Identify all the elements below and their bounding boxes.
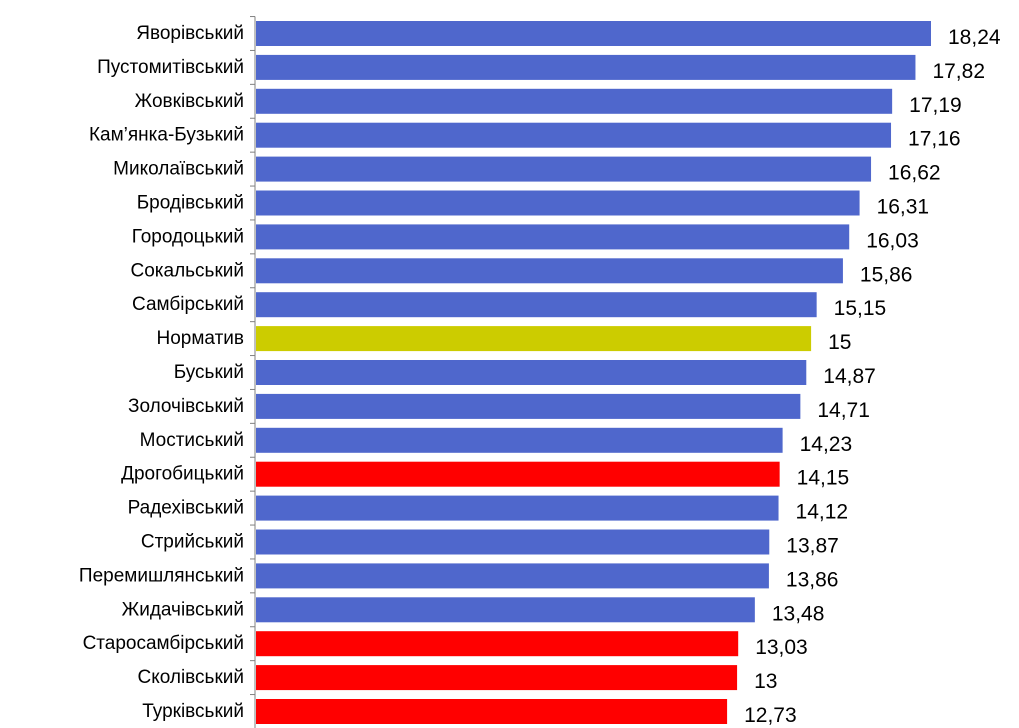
bar [256, 190, 860, 216]
category-label: Миколаївський [113, 159, 244, 180]
category-label: Яворівський [136, 23, 244, 44]
data-label: 13 [754, 670, 777, 693]
category-label: Турківський [142, 701, 244, 722]
bar [256, 461, 780, 487]
bar [256, 88, 893, 114]
category-label: Сокальський [130, 260, 244, 281]
bar [256, 156, 872, 182]
data-label: 17,19 [909, 94, 962, 117]
data-label: 16,62 [888, 162, 941, 185]
data-label: 18,24 [948, 26, 1001, 49]
data-label: 17,82 [932, 60, 985, 83]
bars [256, 21, 931, 724]
category-label: Кам’янка-Бузький [89, 125, 244, 146]
category-label: Золочівський [128, 396, 244, 417]
bar [256, 631, 739, 657]
bar [256, 54, 916, 80]
category-label: Пустомитівський [97, 57, 244, 78]
bar [256, 326, 812, 352]
bar [256, 427, 783, 453]
data-label: 17,16 [908, 128, 961, 151]
bar [256, 21, 931, 46]
category-label: Буський [174, 362, 244, 383]
data-label: 13,86 [786, 568, 839, 591]
category-label: Самбірський [132, 294, 244, 315]
data-label: 14,87 [823, 365, 876, 388]
data-label: 15 [828, 331, 851, 354]
category-label: Жидачівський [122, 599, 244, 620]
bar [256, 529, 770, 555]
data-label: 13,03 [755, 636, 808, 659]
bar [256, 224, 850, 250]
bar [256, 258, 843, 284]
category-label: Радехівський [128, 498, 244, 519]
data-label: 14,12 [796, 501, 849, 524]
value-labels: 18,24 17,82 17,19 17,16 16,62 16,31 16,03 15,86… [744, 26, 1001, 727]
data-label: 14,15 [797, 467, 850, 490]
bar [256, 495, 779, 521]
bar [256, 699, 728, 724]
category-labels: Яворівський Пустомитівський Жовківський Кам… [79, 23, 244, 722]
data-label: 15,15 [834, 297, 887, 320]
bar [256, 393, 801, 419]
data-label: 12,73 [744, 704, 797, 727]
y-axis [250, 16, 256, 728]
data-label: 14,71 [817, 399, 870, 422]
category-label: Норматив [157, 328, 244, 349]
bar [256, 665, 738, 691]
data-label: 16,31 [877, 196, 930, 219]
data-label: 14,23 [800, 433, 853, 456]
category-label: Стрийський [141, 532, 244, 553]
bar [256, 563, 769, 589]
bar [256, 292, 817, 318]
category-label: Сколівський [137, 667, 244, 688]
category-label: Перемишлянський [79, 565, 244, 586]
category-label: Жовківський [135, 91, 244, 112]
data-label: 13,48 [772, 602, 825, 625]
data-label: 13,87 [786, 535, 839, 558]
data-label: 16,03 [866, 229, 919, 252]
category-label: Мостиський [140, 430, 244, 451]
category-label: Бродівський [137, 193, 244, 214]
bar [256, 597, 755, 623]
category-label: Старосамбірський [83, 633, 244, 654]
category-label: Дрогобицький [121, 464, 244, 485]
bar [256, 122, 892, 148]
data-label: 15,86 [860, 263, 913, 286]
bar [256, 360, 807, 385]
category-label: Городоцький [132, 226, 244, 247]
